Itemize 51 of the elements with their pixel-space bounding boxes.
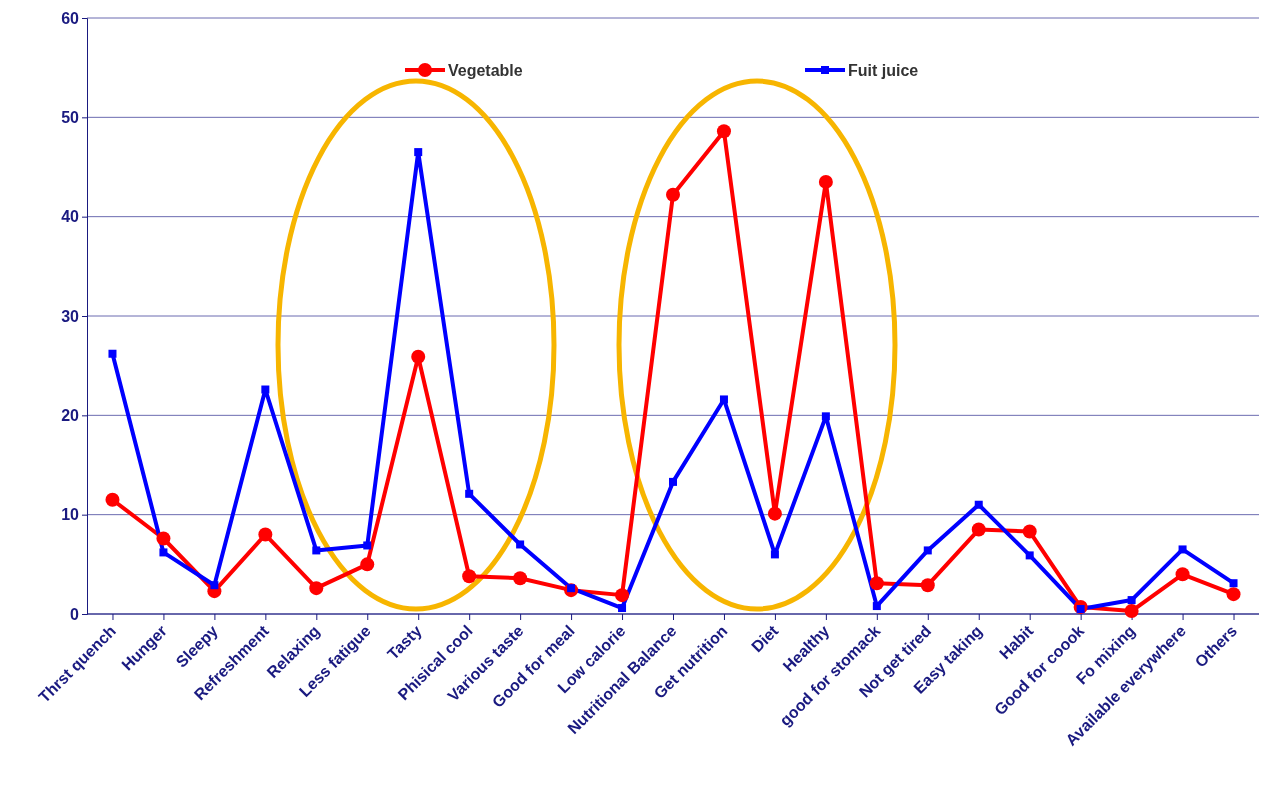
point xyxy=(1175,567,1190,582)
point xyxy=(920,578,935,593)
point xyxy=(923,546,932,555)
point xyxy=(414,148,423,157)
point xyxy=(974,500,983,509)
point xyxy=(156,531,171,546)
point xyxy=(615,588,630,603)
point xyxy=(1025,551,1034,560)
point xyxy=(821,412,830,421)
legend-label: Fuit juice xyxy=(848,61,919,79)
point xyxy=(411,349,426,364)
y-tick-label: 60 xyxy=(61,9,80,27)
point xyxy=(312,546,321,555)
point xyxy=(1178,545,1187,554)
point xyxy=(770,550,779,559)
point xyxy=(309,581,324,596)
y-tick-label: 20 xyxy=(61,406,80,424)
point xyxy=(210,581,219,590)
point xyxy=(767,506,782,521)
point xyxy=(719,395,728,404)
point xyxy=(716,124,731,139)
point xyxy=(258,527,273,542)
point xyxy=(516,540,525,549)
legend-label: Vegetable xyxy=(448,61,523,79)
point xyxy=(1226,587,1241,602)
x-tick-label: Diet xyxy=(748,621,782,656)
point xyxy=(872,602,881,611)
y-tick-label: 40 xyxy=(61,208,80,226)
point xyxy=(1229,579,1238,588)
point xyxy=(818,174,833,189)
point xyxy=(462,569,477,584)
point xyxy=(666,187,680,202)
point xyxy=(363,541,372,550)
point xyxy=(108,349,117,358)
point xyxy=(869,576,884,591)
point xyxy=(513,571,528,586)
point xyxy=(105,492,120,507)
point xyxy=(669,477,677,486)
y-tick-label: 10 xyxy=(61,506,80,524)
point xyxy=(971,522,986,537)
point xyxy=(465,489,474,498)
point xyxy=(261,385,270,394)
y-tick-label: 0 xyxy=(70,605,80,623)
point xyxy=(1124,604,1139,619)
point xyxy=(618,604,627,613)
y-tick-label: 50 xyxy=(61,108,80,126)
point xyxy=(360,557,375,572)
point xyxy=(159,548,168,557)
point xyxy=(1022,524,1037,539)
y-tick-label: 30 xyxy=(61,307,80,325)
point xyxy=(1127,596,1136,605)
